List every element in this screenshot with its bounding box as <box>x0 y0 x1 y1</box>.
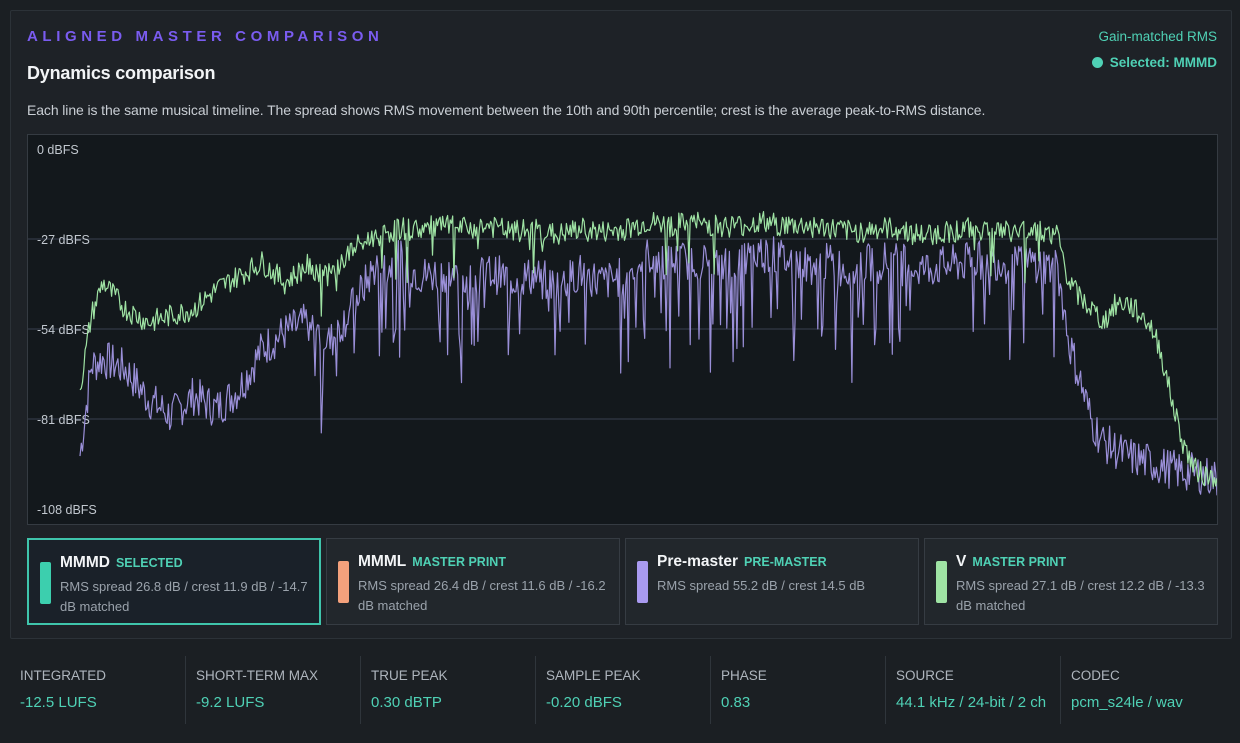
stat-true-peak: TRUE PEAK 0.30 dBTP <box>360 656 535 724</box>
card-pre-master[interactable]: Pre-master PRE-MASTER RMS spread 55.2 dB … <box>625 538 919 625</box>
stats-bar: INTEGRATED -12.5 LUFS SHORT-TERM MAX -9.… <box>10 656 1240 724</box>
y-tick-label: -54 dBFS <box>37 323 90 337</box>
card-name: Pre-master <box>657 553 738 570</box>
stat-value: 44.1 kHz / 24-bit / 2 ch <box>896 694 1047 711</box>
card-name: V <box>956 553 967 570</box>
stat-label: INTEGRATED <box>20 668 107 683</box>
stat-integrated: INTEGRATED -12.5 LUFS <box>10 656 185 724</box>
stat-value: 0.30 dBTP <box>371 694 442 711</box>
panel-title: Dynamics comparison <box>27 63 216 83</box>
y-tick-label: -108 dBFS <box>37 503 97 517</box>
card-mmmd[interactable]: MMMD SELECTED RMS spread 26.8 dB / crest … <box>27 538 321 625</box>
card-title-row: MMML MASTER PRINT <box>358 553 506 571</box>
stat-label: SAMPLE PEAK <box>546 668 641 683</box>
stat-codec: CODEC pcm_s24le / wav <box>1060 656 1235 724</box>
card-detail: RMS spread 26.4 dB / crest 11.6 dB / -16… <box>358 578 606 613</box>
stat-source: SOURCE 44.1 kHz / 24-bit / 2 ch <box>885 656 1060 724</box>
card-title-row: Pre-master PRE-MASTER <box>657 553 827 571</box>
comparison-panel: ALIGNED MASTER COMPARISON Dynamics compa… <box>10 10 1232 639</box>
series-line-mmmd <box>79 236 1217 496</box>
stat-value: -9.2 LUFS <box>196 694 265 711</box>
card-tag: PRE-MASTER <box>744 555 827 569</box>
card-swatch <box>338 561 349 603</box>
chart-description: Each line is the same musical timeline. … <box>27 102 986 118</box>
master-cards: MMMD SELECTED RMS spread 26.8 dB / crest … <box>27 538 1218 625</box>
card-v[interactable]: V MASTER PRINT RMS spread 27.1 dB / crest… <box>924 538 1218 625</box>
card-swatch <box>936 561 947 603</box>
y-tick-label: -27 dBFS <box>37 233 90 247</box>
panel-eyebrow: ALIGNED MASTER COMPARISON <box>27 28 384 45</box>
stat-label: PHASE <box>721 668 767 683</box>
dynamics-chart-svg: 0 dBFS -27 dBFS -54 dBFS -81 dBFS -108 dBFS <box>28 143 1217 517</box>
card-detail: RMS spread 26.8 dB / crest 11.9 dB / -14… <box>60 579 308 614</box>
stat-phase: PHASE 0.83 <box>710 656 885 724</box>
card-detail: RMS spread 27.1 dB / crest 12.2 dB / -13… <box>956 578 1205 613</box>
stat-label: SHORT-TERM MAX <box>196 668 319 683</box>
card-name: MMML <box>358 553 407 570</box>
stat-label: SOURCE <box>896 668 954 683</box>
card-title-row: V MASTER PRINT <box>956 553 1066 571</box>
y-tick-label: 0 dBFS <box>37 143 79 157</box>
series-line-v <box>79 211 1217 488</box>
selected-dot-icon <box>1091 57 1103 68</box>
card-tag: SELECTED <box>115 556 183 570</box>
stat-label: CODEC <box>1071 668 1120 683</box>
stat-label: TRUE PEAK <box>371 668 448 683</box>
card-tag: MASTER PRINT <box>972 555 1067 569</box>
stat-value: pcm_s24le / wav <box>1071 694 1183 711</box>
card-detail: RMS spread 55.2 dB / crest 14.5 dB <box>657 578 866 593</box>
card-swatch <box>40 562 51 604</box>
dynamics-chart[interactable]: 0 dBFS -27 dBFS -54 dBFS -81 dBFS -108 dBFS <box>27 134 1218 525</box>
card-swatch <box>637 561 648 603</box>
card-tag: MASTER PRINT <box>412 555 506 569</box>
selected-label: Selected: MMMD <box>1109 55 1217 70</box>
stat-short-term-max: SHORT-TERM MAX -9.2 LUFS <box>185 656 360 724</box>
gain-matched-label: Gain-matched RMS <box>1098 29 1217 44</box>
selected-indicator: Selected: MMMD <box>1091 55 1217 70</box>
stat-value: 0.83 <box>721 694 751 711</box>
card-name: MMMD <box>60 554 110 571</box>
stat-sample-peak: SAMPLE PEAK -0.20 dBFS <box>535 656 710 724</box>
card-mmml[interactable]: MMML MASTER PRINT RMS spread 26.4 dB / cr… <box>326 538 620 625</box>
stat-value: -0.20 dBFS <box>546 694 622 711</box>
stat-value: -12.5 LUFS <box>20 694 97 711</box>
y-tick-label: -81 dBFS <box>37 413 90 427</box>
card-title-row: MMMD SELECTED <box>60 554 183 572</box>
